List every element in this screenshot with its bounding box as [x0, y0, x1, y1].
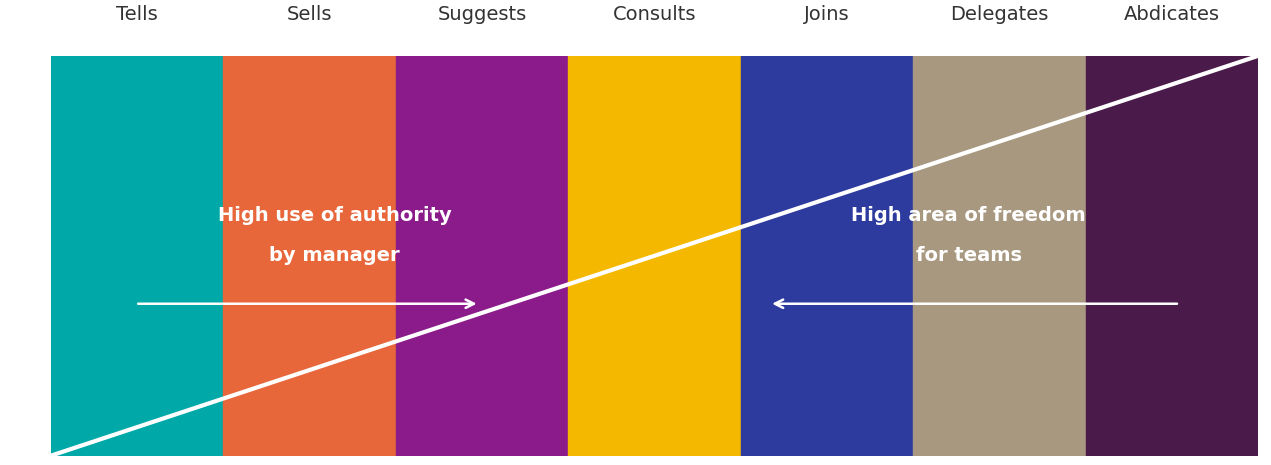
Text: High use of authority: High use of authority [217, 206, 451, 225]
Bar [224, 56, 395, 456]
Bar [741, 56, 914, 456]
Bar [568, 56, 741, 456]
Text: Abdicates: Abdicates [1124, 5, 1220, 24]
Text: Tells: Tells [116, 5, 158, 24]
Text: Consults: Consults [613, 5, 697, 24]
Text: Suggests: Suggests [437, 5, 526, 24]
Text: for teams: for teams [915, 246, 1022, 265]
Bar [395, 56, 568, 456]
Bar [51, 56, 224, 456]
Text: Sells: Sells [287, 5, 332, 24]
Text: Joins: Joins [805, 5, 850, 24]
Text: by manager: by manager [269, 246, 400, 265]
Bar [914, 56, 1085, 456]
Text: Delegates: Delegates [951, 5, 1049, 24]
Text: High area of freedom: High area of freedom [852, 206, 1085, 225]
Bar [1085, 56, 1258, 456]
